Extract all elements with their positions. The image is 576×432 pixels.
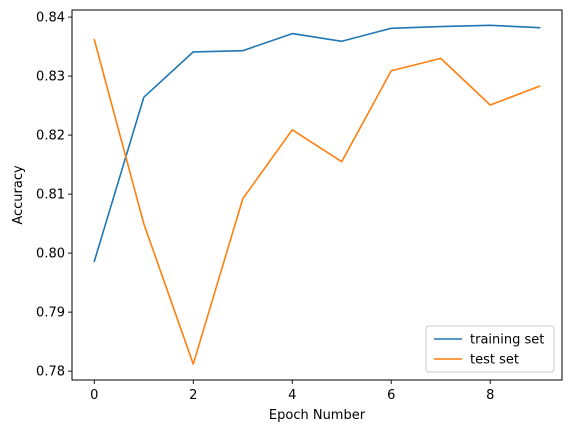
- series-line-1: [93, 38, 541, 365]
- y-tick-label: 0.82: [36, 129, 65, 144]
- x-axis-label: Epoch Number: [269, 408, 366, 423]
- y-axis-label: Accuracy: [11, 165, 26, 225]
- x-tick-label: 2: [189, 388, 197, 403]
- x-tick-label: 6: [387, 388, 395, 403]
- legend-label: training set: [470, 333, 544, 348]
- x-axis-ticks: 0 2 4 6 8: [90, 380, 494, 403]
- y-tick-label: 0.78: [36, 365, 65, 380]
- y-tick-label: 0.83: [36, 70, 65, 85]
- legend: training set test set: [425, 325, 555, 373]
- x-tick-label: 0: [90, 388, 98, 403]
- y-tick-label: 0.84: [36, 11, 65, 26]
- x-tick-label: 4: [288, 388, 296, 403]
- plot-frame: [71, 9, 563, 381]
- y-tick-label: 0.81: [36, 188, 65, 203]
- y-axis-ticks: 0.78 0.79 0.80 0.81 0.82 0.83 0.84: [36, 11, 72, 380]
- plot-lines: [93, 24, 541, 365]
- legend-box: [425, 325, 555, 373]
- legend-label: test set: [470, 353, 519, 368]
- y-tick-label: 0.79: [36, 306, 65, 321]
- x-tick-label: 8: [486, 388, 494, 403]
- y-tick-label: 0.80: [36, 247, 65, 262]
- series-line-0: [93, 24, 541, 263]
